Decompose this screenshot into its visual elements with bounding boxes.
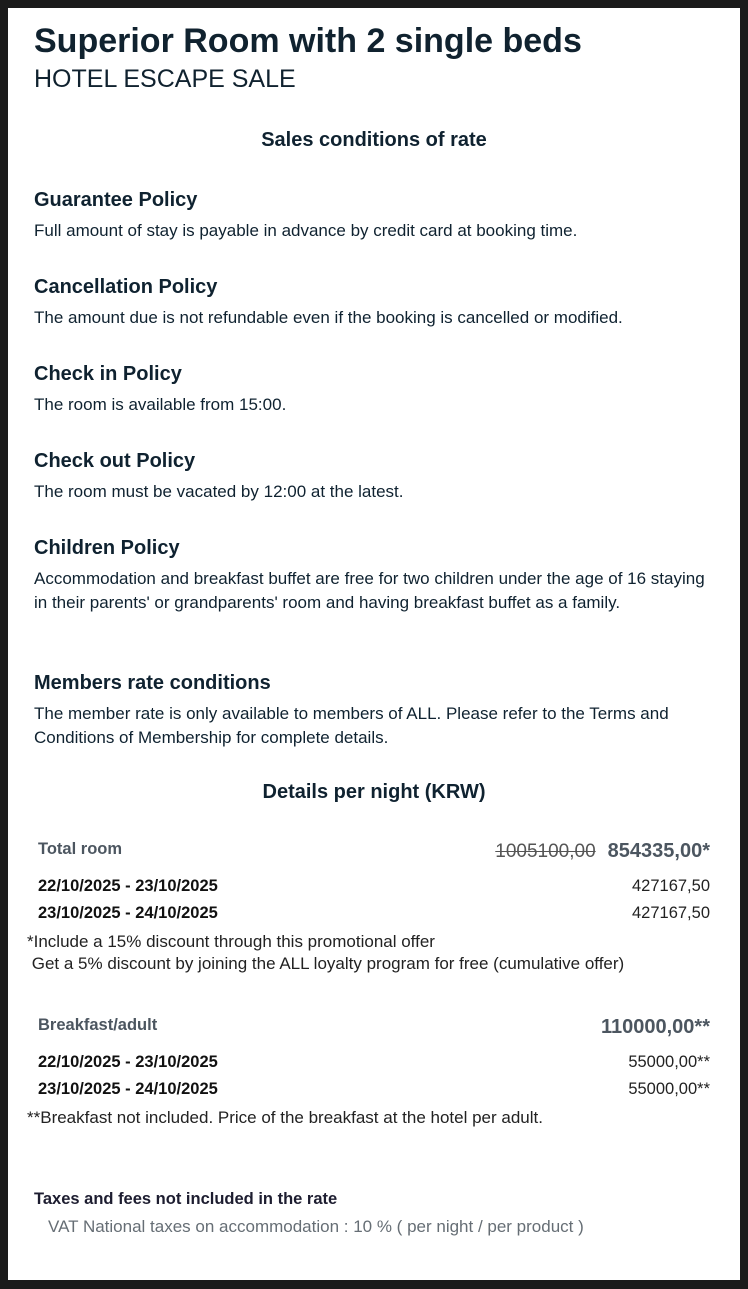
night-price: 427167,50 xyxy=(632,877,710,895)
rate-details-panel: Superior Room with 2 single beds HOTEL E… xyxy=(8,8,740,1280)
breakfast-note: **Breakfast not included. Price of the b… xyxy=(27,1108,543,1127)
total-room-label: Total room xyxy=(38,840,123,858)
discount-note: *Include a 15% discount through this pro… xyxy=(27,932,435,951)
children-policy-text: Accommodation and breakfast buffet are f… xyxy=(34,569,705,612)
children-policy-title: Children Policy xyxy=(34,537,180,559)
vat-text: VAT National taxes on accommodation : 10… xyxy=(48,1217,584,1236)
breakfast-label: Breakfast/adult xyxy=(38,1016,158,1034)
check-out-policy-text: The room must be vacated by 12:00 at the… xyxy=(34,482,404,501)
total-room-price: 854335,00* xyxy=(607,840,710,862)
night-price: 55000,00** xyxy=(628,1053,710,1071)
night-price: 55000,00** xyxy=(628,1080,710,1098)
total-room-row: Total room 1005100,00 854335,00* xyxy=(38,840,710,863)
night-dates: 23/10/2025 - 24/10/2025 xyxy=(38,1080,218,1098)
check-in-policy-text: The room is available from 15:00. xyxy=(34,395,287,414)
night-price: 427167,50 xyxy=(632,904,710,922)
check-out-policy-title: Check out Policy xyxy=(34,450,196,472)
night-dates: 22/10/2025 - 23/10/2025 xyxy=(38,877,218,895)
night-dates: 22/10/2025 - 23/10/2025 xyxy=(38,1053,218,1071)
rate-name: HOTEL ESCAPE SALE xyxy=(34,65,296,93)
breakfast-row: Breakfast/adult 110000,00** xyxy=(38,1016,710,1039)
breakfast-price: 110000,00** xyxy=(600,1016,710,1038)
room-title: Superior Room with 2 single beds xyxy=(34,22,582,60)
guarantee-policy-text: Full amount of stay is payable in advanc… xyxy=(34,221,578,240)
original-price: 1005100,00 xyxy=(495,841,596,862)
cancellation-policy-title: Cancellation Policy xyxy=(34,276,218,298)
members-rate-text: The member rate is only available to mem… xyxy=(34,704,669,747)
details-heading: Details per night (KRW) xyxy=(262,781,486,803)
night-row: 22/10/2025 - 23/10/2025 427167,50 xyxy=(38,877,710,896)
night-dates: 23/10/2025 - 24/10/2025 xyxy=(38,904,218,922)
check-in-policy-title: Check in Policy xyxy=(34,363,182,385)
loyalty-note: Get a 5% discount by joining the ALL loy… xyxy=(27,954,625,973)
night-row: 23/10/2025 - 24/10/2025 427167,50 xyxy=(38,904,710,923)
taxes-heading: Taxes and fees not included in the rate xyxy=(34,1190,338,1208)
members-rate-title: Members rate conditions xyxy=(34,672,271,694)
breakfast-night-row: 22/10/2025 - 23/10/2025 55000,00** xyxy=(38,1053,710,1072)
guarantee-policy-title: Guarantee Policy xyxy=(34,189,198,211)
sales-conditions-heading: Sales conditions of rate xyxy=(261,129,487,151)
breakfast-night-row: 23/10/2025 - 24/10/2025 55000,00** xyxy=(38,1080,710,1099)
cancellation-policy-text: The amount due is not refundable even if… xyxy=(34,308,623,327)
